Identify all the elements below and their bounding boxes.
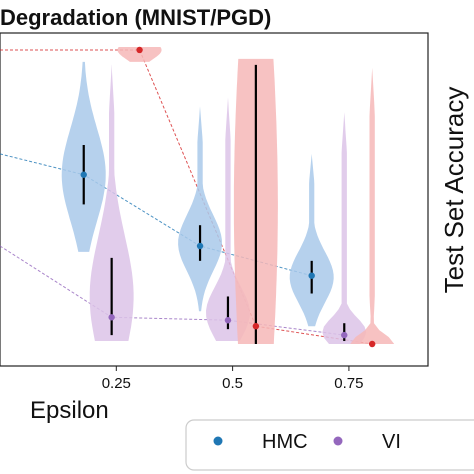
median-point-2-1: [252, 322, 260, 330]
legend-entries: HMC VI: [213, 431, 401, 453]
median-point-0-1: [196, 242, 204, 250]
series-line-1: [0, 245, 345, 336]
x-axis-label: Epsilon: [30, 397, 109, 424]
legend-box: [185, 419, 474, 471]
violin-0-2: [289, 153, 334, 327]
x-tick-label-2: 0.75: [334, 375, 363, 392]
plot-content: [0, 46, 395, 348]
median-point-0-2: [308, 272, 315, 279]
violin-1-0: [89, 64, 134, 342]
legend: HMC VI: [185, 419, 474, 471]
median-point-2-0: [136, 46, 143, 54]
x-tick-label-0: 0.25: [102, 375, 131, 392]
violin-1-2: [322, 112, 367, 344]
median-point-1-0: [108, 314, 115, 321]
legend-label-1: VI: [382, 431, 401, 453]
median-point-2-2: [368, 340, 376, 348]
legend-label-0: HMC: [262, 431, 308, 453]
violin-2-0: [117, 47, 162, 62]
legend-marker-0: [213, 436, 223, 446]
violin-2-2: [350, 67, 395, 345]
median-point-1-1: [224, 317, 232, 324]
x-ticks: 0.25 0.5 0.75: [102, 366, 364, 392]
violin-0-1: [178, 106, 222, 312]
median-point-1-2: [341, 331, 348, 339]
violin-1-1: [206, 97, 250, 341]
x-tick-label-1: 0.5: [222, 375, 243, 392]
median-point-0-0: [80, 171, 87, 178]
chart-title: Degradation (MNIST/PGD): [0, 5, 271, 30]
legend-marker-1: [333, 436, 343, 446]
y-axis-label: Test Set Accuracy: [439, 87, 469, 294]
